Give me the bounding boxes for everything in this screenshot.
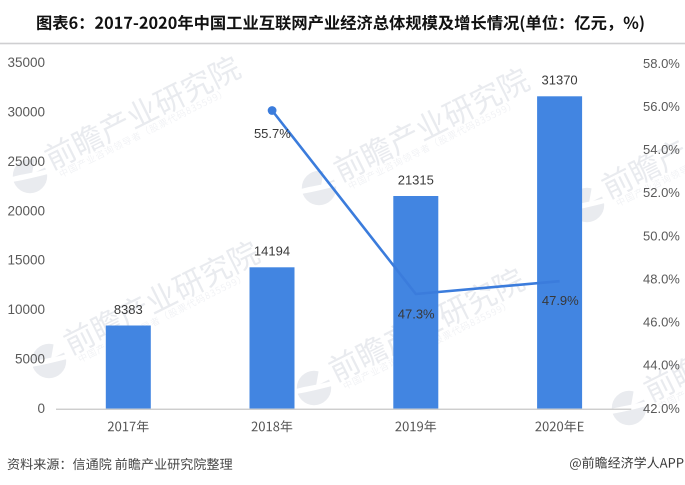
svg-text:31370: 31370: [542, 73, 578, 88]
svg-text:5000: 5000: [15, 352, 45, 367]
svg-text:44.0%: 44.0%: [643, 358, 680, 373]
svg-text:47.9%: 47.9%: [542, 293, 579, 308]
svg-text:47.3%: 47.3%: [398, 307, 435, 322]
svg-text:58.0%: 58.0%: [643, 56, 680, 71]
svg-text:8383: 8383: [114, 302, 143, 317]
svg-text:30000: 30000: [7, 104, 45, 119]
svg-text:48.0%: 48.0%: [643, 272, 680, 287]
svg-text:46.0%: 46.0%: [643, 315, 680, 330]
svg-text:54.0%: 54.0%: [643, 142, 680, 157]
svg-text:42.0%: 42.0%: [643, 401, 680, 416]
svg-text:55.7%: 55.7%: [254, 126, 291, 141]
svg-text:14194: 14194: [254, 244, 290, 259]
svg-text:21315: 21315: [398, 172, 434, 187]
svg-text:52.0%: 52.0%: [643, 185, 680, 200]
svg-text:56.0%: 56.0%: [643, 99, 680, 114]
svg-text:10000: 10000: [7, 302, 45, 317]
svg-text:35000: 35000: [7, 55, 45, 70]
svg-text:50.0%: 50.0%: [643, 228, 680, 243]
svg-text:25000: 25000: [7, 154, 45, 169]
svg-text:0: 0: [37, 401, 45, 416]
svg-text:15000: 15000: [7, 253, 45, 268]
svg-text:20000: 20000: [7, 203, 45, 218]
